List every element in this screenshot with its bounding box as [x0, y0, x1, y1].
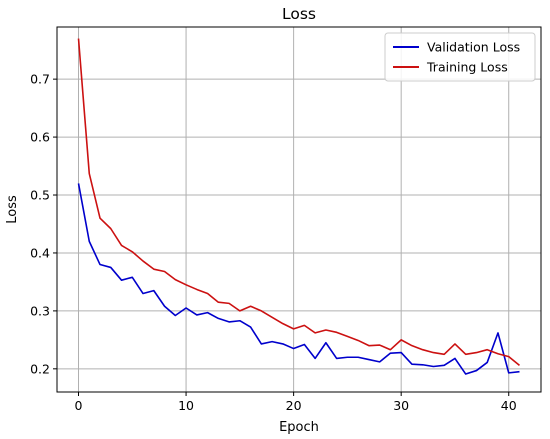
x-tick-label: 10	[178, 398, 194, 413]
validation-loss-line	[77, 183, 520, 375]
y-tick-label: 0.5	[30, 188, 50, 203]
plot-frame	[56, 26, 542, 393]
y-tick-label: 0.3	[30, 303, 50, 318]
legend: Validation Loss Training Loss	[384, 32, 536, 82]
legend-box	[384, 32, 536, 82]
axis-ticks: 0 10 20 30 40 0.2 0.3 0.4 0.5 0.6 0.7	[30, 72, 517, 413]
y-tick-label: 0.7	[30, 72, 50, 87]
x-tick-label: 30	[393, 398, 409, 413]
y-tick-label: 0.6	[30, 130, 50, 145]
training-loss-line	[77, 38, 520, 366]
x-tick-label: 20	[286, 398, 302, 413]
y-tick-label: 0.4	[30, 245, 50, 260]
y-tick-label: 0.2	[30, 361, 50, 376]
x-tick-label: 40	[501, 398, 517, 413]
training-loss-legend-label: Training Loss	[426, 60, 508, 75]
chart-title: Loss	[282, 5, 316, 23]
x-tick-label: 0	[75, 398, 83, 413]
series-lines	[77, 38, 520, 375]
grid	[57, 27, 541, 392]
x-axis-label: Epoch	[279, 420, 319, 435]
validation-loss-legend-label: Validation Loss	[427, 40, 520, 55]
y-axis-label: Loss	[5, 195, 20, 224]
